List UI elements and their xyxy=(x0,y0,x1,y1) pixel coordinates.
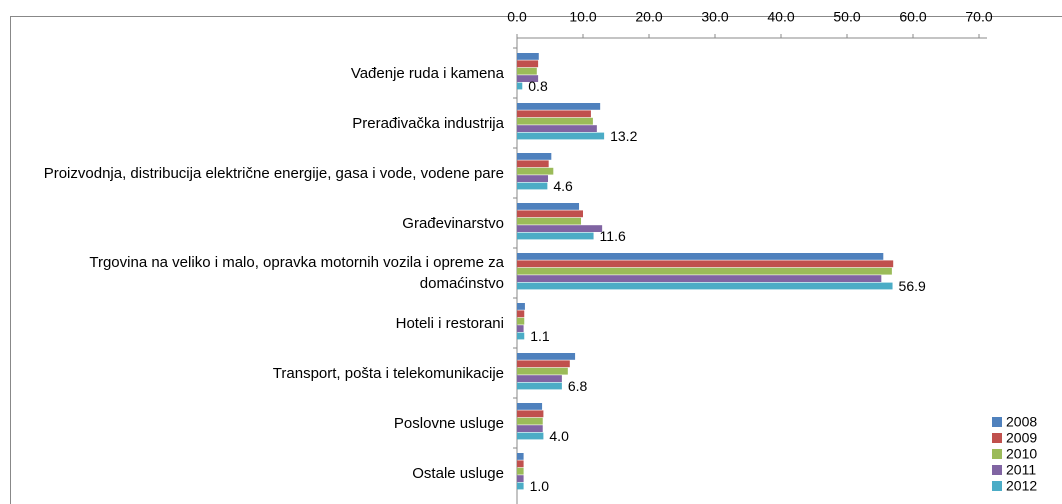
bar xyxy=(517,82,523,90)
bar xyxy=(517,375,562,382)
legend-label: 2009 xyxy=(1006,430,1037,446)
bar xyxy=(517,103,601,110)
chart-border xyxy=(10,16,1062,504)
data-label: 0.8 xyxy=(528,78,548,94)
bar xyxy=(517,417,543,425)
category-label: Prerađivačka industrija xyxy=(352,114,504,132)
category-label: Trgovina na veliko i malo, opravka motor… xyxy=(89,254,504,292)
bar xyxy=(517,467,524,475)
category-label: Transport, pošta i telekomunikacije xyxy=(272,364,504,382)
x-tick-label: 50.0 xyxy=(833,9,860,25)
bar xyxy=(517,110,591,118)
x-tick-label: 70.0 xyxy=(965,9,992,25)
data-label: 4.0 xyxy=(549,428,569,444)
x-tick-label: 60.0 xyxy=(899,9,926,25)
bar xyxy=(517,60,539,68)
category-label: Proizvodnja, distribucija električne ene… xyxy=(43,164,504,182)
bar xyxy=(517,310,525,318)
bar xyxy=(517,167,554,175)
bar xyxy=(517,432,544,440)
data-label: 56.9 xyxy=(899,278,926,294)
bar xyxy=(517,132,605,140)
legend-label: 2011 xyxy=(1006,462,1036,478)
bar xyxy=(517,210,583,218)
data-label: 6.8 xyxy=(568,378,588,394)
data-label: 4.6 xyxy=(553,178,573,194)
data-label: 13.2 xyxy=(610,128,637,144)
bar xyxy=(517,282,893,290)
x-tick-label: 20.0 xyxy=(635,9,662,25)
bar xyxy=(517,403,543,410)
bar xyxy=(517,260,894,268)
category-label: Vađenje ruda i kamena xyxy=(350,64,504,82)
bar xyxy=(517,382,562,390)
legend-swatch xyxy=(992,417,1002,427)
bar xyxy=(517,125,597,132)
bar xyxy=(517,267,892,275)
bar xyxy=(517,410,544,418)
bar xyxy=(517,482,524,490)
bar xyxy=(517,53,539,60)
data-label: 1.1 xyxy=(530,328,550,344)
bar xyxy=(517,117,593,125)
bar xyxy=(517,182,548,190)
category-label: Građevinarstvo xyxy=(402,214,504,232)
category-label: Poslovne usluge xyxy=(393,414,504,432)
legend-swatch xyxy=(992,433,1002,443)
bar xyxy=(517,367,568,375)
x-tick-label: 10.0 xyxy=(569,9,596,25)
legend-label: 2008 xyxy=(1006,414,1037,430)
bar xyxy=(517,353,576,360)
bar xyxy=(517,160,549,168)
bar xyxy=(517,460,524,468)
bar xyxy=(517,303,525,310)
data-label: 11.6 xyxy=(600,228,626,244)
bar xyxy=(517,175,549,182)
legend-swatch xyxy=(992,465,1002,475)
bar xyxy=(517,253,884,260)
bar xyxy=(517,317,525,325)
data-label: 1.0 xyxy=(530,478,550,494)
bar xyxy=(517,225,603,232)
bar xyxy=(517,332,525,340)
bar xyxy=(517,325,524,332)
legend-label: 2012 xyxy=(1006,478,1037,494)
x-tick-label: 0.0 xyxy=(507,9,527,25)
bar xyxy=(517,453,524,460)
legend-swatch xyxy=(992,481,1002,491)
category-label: Hoteli i restorani xyxy=(395,314,504,332)
legend-label: 2010 xyxy=(1006,446,1037,462)
bar xyxy=(517,232,594,240)
bar xyxy=(517,425,543,432)
x-tick-label: 30.0 xyxy=(701,9,728,25)
bar xyxy=(517,153,552,160)
bar xyxy=(517,67,537,75)
x-tick-label: 40.0 xyxy=(767,9,794,25)
category-label: Ostale usluge xyxy=(412,464,504,482)
bar xyxy=(517,360,570,368)
legend-swatch xyxy=(992,449,1002,459)
bar xyxy=(517,475,524,482)
bar xyxy=(517,275,882,282)
bar xyxy=(517,217,582,225)
bar xyxy=(517,75,539,82)
bar xyxy=(517,203,580,210)
